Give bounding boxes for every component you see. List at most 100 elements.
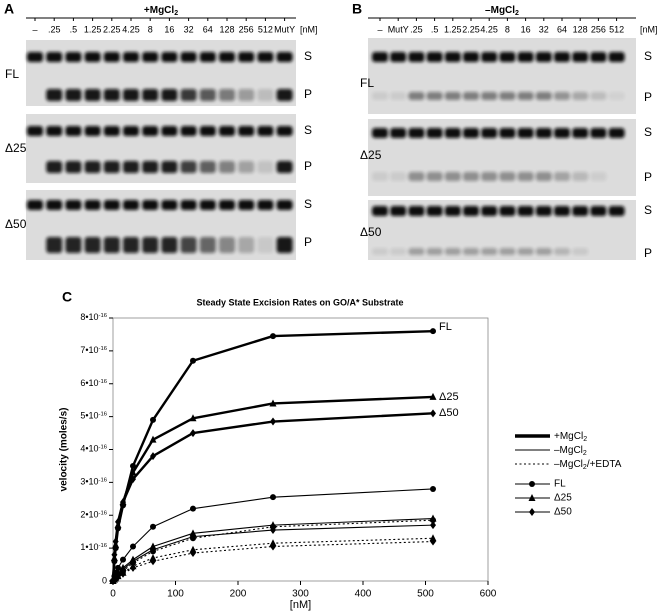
x-tick-label: 400	[355, 589, 372, 600]
marker	[429, 392, 437, 400]
marker	[430, 328, 436, 335]
x-axis-label: [nM]	[290, 599, 311, 611]
marker	[149, 435, 157, 443]
substrate-band	[27, 52, 43, 62]
row-label: Δ25	[5, 141, 27, 155]
product-band	[219, 237, 235, 253]
substrate-band	[390, 206, 407, 216]
gel-condition: –MgCl2	[485, 5, 519, 18]
legend-label: Δ25	[554, 493, 572, 504]
marker	[430, 409, 436, 418]
substrate-band	[535, 206, 552, 216]
substrate-band	[463, 206, 479, 216]
band-label: P	[644, 246, 652, 260]
substrate-band	[219, 200, 235, 210]
product-band	[426, 92, 443, 100]
x-tick-label: 500	[417, 589, 434, 600]
marker	[190, 549, 196, 558]
substrate-band	[517, 128, 534, 138]
product-band	[481, 172, 498, 181]
marker	[130, 563, 136, 572]
lane-label: 256	[239, 24, 254, 34]
lane-label: .5	[431, 24, 439, 34]
row-label: Δ50	[5, 217, 27, 231]
marker	[270, 494, 276, 501]
product-band	[103, 237, 120, 253]
marker	[430, 521, 436, 530]
lane-label: MutY	[388, 24, 409, 34]
product-band	[161, 161, 178, 173]
substrate-band	[257, 200, 274, 210]
lane-label: 1.25	[84, 24, 102, 34]
substrate-band	[84, 126, 101, 136]
marker	[270, 333, 276, 340]
substrate-band	[481, 206, 498, 216]
lane-label: 32	[184, 24, 194, 34]
product-band	[142, 161, 159, 173]
product-band	[84, 161, 101, 173]
product-band	[408, 248, 425, 255]
substrate-band	[554, 52, 570, 62]
product-band	[257, 237, 274, 253]
marker	[529, 481, 535, 487]
substrate-band	[499, 206, 516, 216]
y-tick-label: 4•10-16	[80, 444, 107, 454]
y-tick-label: 8•10-16	[80, 312, 107, 322]
substrate-band	[535, 52, 552, 62]
product-band	[142, 237, 159, 253]
panel-label: B	[352, 1, 362, 17]
y-tick-label: 6•10-16	[80, 378, 107, 388]
substrate-band	[590, 206, 607, 216]
product-band	[276, 89, 293, 101]
substrate-band	[257, 126, 274, 136]
lane-label: 128	[219, 24, 234, 34]
row-label: FL	[360, 76, 374, 90]
product-band	[65, 89, 82, 101]
product-band	[46, 89, 63, 101]
x-tick-label: 0	[110, 589, 116, 600]
product-band	[426, 248, 443, 255]
band-label: S	[304, 49, 312, 63]
marker	[270, 417, 276, 426]
substrate-band	[199, 126, 216, 136]
y-tick-label: 7•10-16	[80, 345, 107, 355]
substrate-band	[180, 52, 197, 62]
lane-label: .25	[410, 24, 423, 34]
product-band	[463, 92, 479, 100]
marker	[150, 452, 156, 461]
product-band	[408, 172, 425, 181]
lane-label: 2.25	[103, 24, 121, 34]
lane-label: 8	[148, 24, 153, 34]
substrate-band	[481, 52, 498, 62]
product-band	[65, 237, 82, 253]
product-band	[199, 161, 216, 173]
product-band	[123, 161, 139, 173]
product-band	[572, 248, 589, 255]
product-band	[590, 92, 607, 100]
product-band	[499, 248, 516, 255]
row-label: FL	[5, 67, 19, 81]
marker	[150, 416, 156, 423]
substrate-band	[554, 128, 570, 138]
band-label: P	[644, 90, 652, 104]
substrate-band	[426, 128, 443, 138]
product-band	[608, 92, 625, 100]
substrate-band	[46, 52, 63, 62]
substrate-band	[444, 52, 461, 62]
lane-label: .25	[48, 24, 61, 34]
substrate-band	[276, 200, 293, 210]
legend-label: FL	[554, 479, 566, 490]
product-band	[499, 172, 516, 181]
marker	[430, 485, 436, 492]
lane-label: 1.25	[444, 24, 462, 34]
product-band	[46, 161, 63, 173]
marker	[190, 535, 196, 542]
marker	[130, 462, 136, 469]
substrate-band	[219, 52, 235, 62]
lane-label: 4.25	[480, 24, 498, 34]
product-band	[84, 237, 101, 253]
curve-annotation: Δ25	[439, 391, 459, 403]
product-band	[572, 172, 589, 181]
curve-annotation: Δ50	[439, 407, 459, 419]
marker	[129, 468, 137, 476]
